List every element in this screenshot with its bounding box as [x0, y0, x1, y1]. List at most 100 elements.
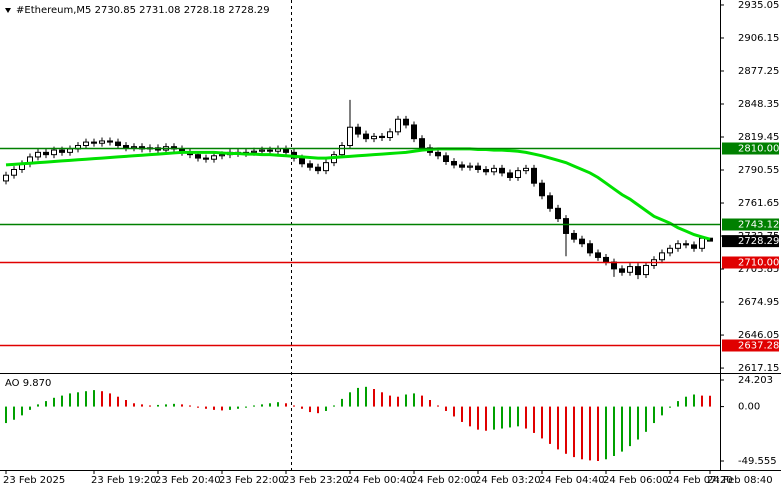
- collapse-icon: [5, 8, 11, 13]
- candle-body: [219, 154, 225, 157]
- level-label: 2743.12: [738, 220, 779, 231]
- x-tick-label: 23 Feb 23:20: [283, 475, 349, 486]
- x-tick-label: 24 Feb 07:20: [667, 475, 733, 486]
- candle-body: [571, 232, 577, 240]
- current-price-label: 2728.29: [738, 236, 779, 247]
- candle-body: [587, 243, 593, 254]
- x-tick-label: 24 Feb 04:40: [539, 475, 605, 486]
- candle-body: [307, 163, 313, 168]
- level-label: 2710.00: [738, 258, 779, 269]
- candle-body: [347, 126, 353, 147]
- candle-body: [555, 207, 561, 220]
- candle-body: [435, 151, 441, 157]
- candle-body: [491, 167, 497, 173]
- candle-body: [483, 168, 489, 173]
- candle-body: [499, 167, 505, 174]
- x-tick-label: 23 Feb 20:40: [155, 475, 221, 486]
- candle-body: [67, 148, 73, 153]
- candle-body: [211, 155, 217, 160]
- candle-body: [315, 166, 321, 172]
- y-tick-label: 2617.15: [738, 363, 779, 374]
- candle-body: [11, 168, 17, 176]
- level-label: 2637.28: [738, 341, 779, 352]
- y-tick-label: 2906.15: [738, 33, 779, 44]
- candle-body: [91, 141, 97, 144]
- candle-body: [83, 141, 89, 147]
- candle-body: [563, 218, 569, 234]
- candle-body: [419, 138, 425, 149]
- candle-body: [619, 268, 625, 273]
- y-tick-label: 2646.05: [738, 330, 779, 341]
- candle-body: [59, 149, 65, 153]
- candle-body: [595, 252, 601, 258]
- y-tick-label: 2935.05: [738, 0, 779, 11]
- candle-body: [203, 157, 209, 160]
- candle-body: [659, 252, 665, 261]
- candle-body: [683, 243, 689, 246]
- level-label-box: [722, 339, 779, 352]
- candle-body: [123, 145, 129, 149]
- candle-body: [459, 164, 465, 168]
- last-high: 2731.08: [139, 5, 180, 16]
- chart-header: #Ethereum,M5 2730.85 2731.08 2728.18 272…: [16, 5, 270, 16]
- candle-body: [387, 131, 393, 139]
- x-tick-label: 24 Feb 02:00: [411, 475, 477, 486]
- level-label-box: [722, 142, 779, 155]
- candle-body: [251, 150, 257, 153]
- x-tick-label: 24 Feb 06:00: [603, 475, 669, 486]
- y-tick-label: 2761.65: [738, 198, 779, 209]
- candle-body: [99, 140, 105, 144]
- y-tick-label: 2790.55: [738, 165, 779, 176]
- candle-body: [275, 148, 281, 152]
- candle-body: [451, 161, 457, 166]
- last-open: 2730.85: [95, 5, 136, 16]
- y-tick-label: 2877.25: [738, 66, 779, 77]
- x-tick-label: 23 Feb 19:20: [91, 475, 157, 486]
- y-tick-label: 0.00: [738, 402, 760, 413]
- level-label-box: [722, 256, 779, 269]
- moving-average: [5, 147, 711, 241]
- candle-body: [627, 266, 633, 273]
- y-tick-label: 2848.35: [738, 99, 779, 110]
- y-tick-label: 2674.95: [738, 297, 779, 308]
- last-close: 2728.29: [228, 5, 269, 16]
- candle-body: [547, 195, 553, 209]
- candle-body: [475, 165, 481, 170]
- candle-body: [299, 157, 305, 165]
- candle-body: [115, 141, 121, 147]
- x-tick-label: 23 Feb 2025: [3, 475, 65, 486]
- candle-body: [323, 162, 329, 172]
- candle-body: [507, 172, 513, 178]
- candle-body: [35, 151, 41, 158]
- candle-body: [443, 155, 449, 163]
- candle-body: [643, 264, 649, 276]
- candle-body: [355, 126, 361, 135]
- candle-body: [691, 244, 697, 249]
- candle-body: [267, 149, 273, 152]
- candle-body: [363, 133, 369, 140]
- candle-body: [667, 247, 673, 254]
- candle-body: [131, 146, 137, 149]
- candle-body: [51, 149, 57, 156]
- current-price-box: [722, 235, 779, 248]
- candle-body: [579, 238, 585, 245]
- candle-body: [515, 170, 521, 178]
- candle-body: [635, 266, 641, 276]
- candle-body: [107, 140, 113, 143]
- ao-title: AO 9.870: [5, 378, 51, 389]
- candle-body: [699, 237, 705, 249]
- candle-body: [283, 148, 289, 153]
- candle-body: [43, 151, 49, 156]
- candle-body: [379, 135, 385, 139]
- candle-body: [259, 149, 265, 152]
- candle-body: [603, 256, 609, 263]
- y-tick-label: -49.555: [738, 456, 777, 467]
- candle-body: [675, 243, 681, 249]
- x-tick-label: 23 Feb 22:00: [219, 475, 285, 486]
- candle-body: [403, 118, 409, 126]
- candle-body: [339, 145, 345, 156]
- candle-body: [467, 165, 473, 168]
- candle-body: [523, 167, 529, 172]
